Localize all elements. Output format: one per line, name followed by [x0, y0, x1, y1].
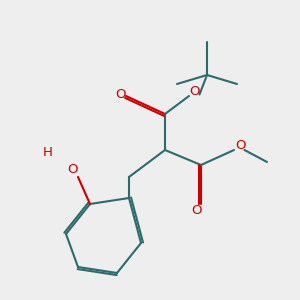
Text: O: O: [235, 139, 245, 152]
Text: O: O: [191, 203, 202, 217]
Text: O: O: [190, 85, 200, 98]
Text: H: H: [43, 146, 53, 160]
Text: O: O: [115, 88, 125, 101]
Text: O: O: [67, 163, 77, 176]
